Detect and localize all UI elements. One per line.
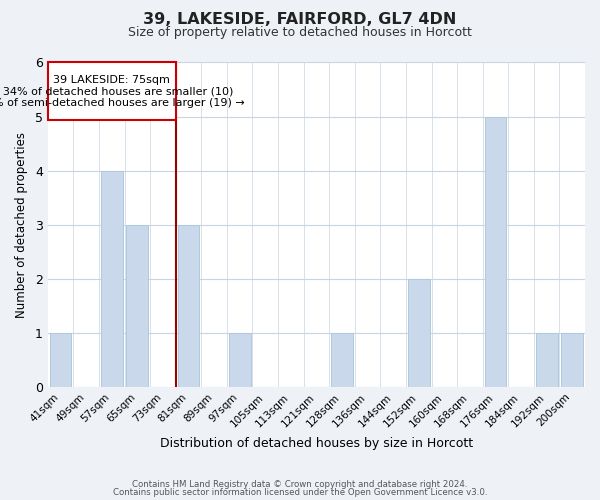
Text: Contains HM Land Registry data © Crown copyright and database right 2024.: Contains HM Land Registry data © Crown c…	[132, 480, 468, 489]
Bar	[485, 116, 506, 387]
Bar	[101, 170, 122, 387]
Bar	[50, 333, 71, 387]
Bar	[229, 333, 251, 387]
Bar	[127, 224, 148, 387]
Bar	[178, 224, 199, 387]
Bar	[331, 333, 353, 387]
Bar	[408, 279, 430, 387]
Text: 39, LAKESIDE, FAIRFORD, GL7 4DN: 39, LAKESIDE, FAIRFORD, GL7 4DN	[143, 12, 457, 28]
Bar	[536, 333, 557, 387]
Text: 39 LAKESIDE: 75sqm
← 34% of detached houses are smaller (10)
66% of semi-detache: 39 LAKESIDE: 75sqm ← 34% of detached hou…	[0, 74, 245, 108]
Text: Size of property relative to detached houses in Horcott: Size of property relative to detached ho…	[128, 26, 472, 39]
X-axis label: Distribution of detached houses by size in Horcott: Distribution of detached houses by size …	[160, 437, 473, 450]
Y-axis label: Number of detached properties: Number of detached properties	[15, 132, 28, 318]
Bar	[562, 333, 583, 387]
Text: Contains public sector information licensed under the Open Government Licence v3: Contains public sector information licen…	[113, 488, 487, 497]
